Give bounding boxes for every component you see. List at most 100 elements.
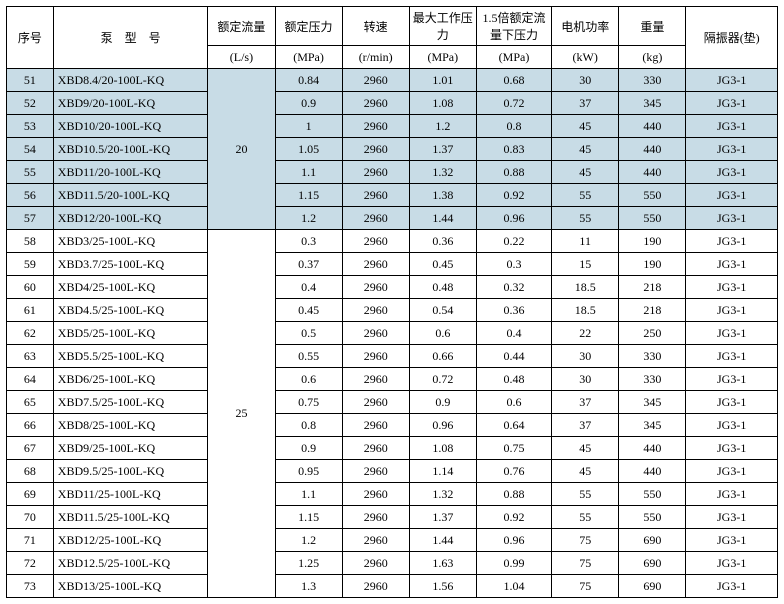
cell-mpa: 0.9: [275, 437, 342, 460]
cell-rpm: 2960: [342, 161, 409, 184]
cell-model: XBD10/20-100L-KQ: [53, 115, 208, 138]
cell-iso: JG3-1: [686, 414, 778, 437]
cell-mpa: 1.05: [275, 138, 342, 161]
cell-model: XBD12/20-100L-KQ: [53, 207, 208, 230]
cell-rpm: 2960: [342, 253, 409, 276]
cell-kg: 218: [619, 299, 686, 322]
cell-maxp: 1.44: [409, 207, 476, 230]
cell-p15: 0.68: [476, 69, 551, 92]
cell-kw: 37: [552, 414, 619, 437]
cell-mpa: 0.37: [275, 253, 342, 276]
cell-seq: 67: [7, 437, 54, 460]
cell-seq: 54: [7, 138, 54, 161]
unit-rpm: (r/min): [342, 46, 409, 69]
cell-rpm: 2960: [342, 92, 409, 115]
cell-p15: 0.92: [476, 506, 551, 529]
cell-rpm: 2960: [342, 391, 409, 414]
cell-p15: 0.32: [476, 276, 551, 299]
cell-seq: 64: [7, 368, 54, 391]
cell-mpa: 0.3: [275, 230, 342, 253]
cell-iso: JG3-1: [686, 138, 778, 161]
cell-kw: 45: [552, 161, 619, 184]
cell-rpm: 2960: [342, 230, 409, 253]
cell-seq: 51: [7, 69, 54, 92]
cell-iso: JG3-1: [686, 184, 778, 207]
cell-kg: 440: [619, 437, 686, 460]
table-row: 58XBD3/25-100L-KQ250.329600.360.2211190J…: [7, 230, 778, 253]
cell-kw: 75: [552, 575, 619, 598]
cell-kg: 550: [619, 506, 686, 529]
cell-kg: 345: [619, 92, 686, 115]
cell-maxp: 0.45: [409, 253, 476, 276]
table-row: 52XBD9/20-100L-KQ0.929601.080.7237345JG3…: [7, 92, 778, 115]
cell-seq: 73: [7, 575, 54, 598]
cell-seq: 63: [7, 345, 54, 368]
cell-kg: 550: [619, 184, 686, 207]
cell-kw: 75: [552, 529, 619, 552]
cell-seq: 56: [7, 184, 54, 207]
cell-model: XBD9/25-100L-KQ: [53, 437, 208, 460]
table-row: 60XBD4/25-100L-KQ0.429600.480.3218.5218J…: [7, 276, 778, 299]
unit-flow: (L/s): [208, 46, 275, 69]
cell-rpm: 2960: [342, 322, 409, 345]
cell-model: XBD7.5/25-100L-KQ: [53, 391, 208, 414]
table-row: 62XBD5/25-100L-KQ0.529600.60.422250JG3-1: [7, 322, 778, 345]
cell-mpa: 0.8: [275, 414, 342, 437]
cell-kw: 55: [552, 506, 619, 529]
cell-rpm: 2960: [342, 552, 409, 575]
cell-rpm: 2960: [342, 368, 409, 391]
cell-seq: 53: [7, 115, 54, 138]
cell-mpa: 0.95: [275, 460, 342, 483]
cell-model: XBD5.5/25-100L-KQ: [53, 345, 208, 368]
table-row: 72XBD12.5/25-100L-KQ1.2529601.630.997569…: [7, 552, 778, 575]
col-power: 电机功率: [552, 7, 619, 46]
table-row: 53XBD10/20-100L-KQ129601.20.845440JG3-1: [7, 115, 778, 138]
cell-rpm: 2960: [342, 483, 409, 506]
cell-iso: JG3-1: [686, 552, 778, 575]
col-isolator: 隔振器(垫): [686, 7, 778, 69]
cell-seq: 72: [7, 552, 54, 575]
cell-kg: 330: [619, 368, 686, 391]
cell-iso: JG3-1: [686, 69, 778, 92]
cell-p15: 0.3: [476, 253, 551, 276]
unit-p15: (MPa): [476, 46, 551, 69]
cell-model: XBD10.5/20-100L-KQ: [53, 138, 208, 161]
cell-flow: 25: [208, 230, 275, 598]
cell-maxp: 0.96: [409, 414, 476, 437]
cell-seq: 57: [7, 207, 54, 230]
cell-maxp: 1.44: [409, 529, 476, 552]
cell-kw: 45: [552, 437, 619, 460]
cell-mpa: 0.5: [275, 322, 342, 345]
cell-iso: JG3-1: [686, 115, 778, 138]
unit-weight: (kg): [619, 46, 686, 69]
cell-kw: 22: [552, 322, 619, 345]
cell-model: XBD12.5/25-100L-KQ: [53, 552, 208, 575]
cell-maxp: 1.32: [409, 483, 476, 506]
cell-kw: 45: [552, 115, 619, 138]
cell-iso: JG3-1: [686, 483, 778, 506]
table-row: 66XBD8/25-100L-KQ0.829600.960.6437345JG3…: [7, 414, 778, 437]
cell-mpa: 1.15: [275, 184, 342, 207]
cell-maxp: 0.72: [409, 368, 476, 391]
cell-rpm: 2960: [342, 529, 409, 552]
cell-iso: JG3-1: [686, 345, 778, 368]
unit-pressure: (MPa): [275, 46, 342, 69]
cell-p15: 0.76: [476, 460, 551, 483]
cell-rpm: 2960: [342, 345, 409, 368]
cell-p15: 0.64: [476, 414, 551, 437]
cell-rpm: 2960: [342, 276, 409, 299]
cell-kw: 75: [552, 552, 619, 575]
cell-seq: 71: [7, 529, 54, 552]
cell-maxp: 0.54: [409, 299, 476, 322]
table-row: 61XBD4.5/25-100L-KQ0.4529600.540.3618.52…: [7, 299, 778, 322]
cell-iso: JG3-1: [686, 276, 778, 299]
col-maxp: 最大工作压力: [409, 7, 476, 46]
cell-maxp: 0.6: [409, 322, 476, 345]
cell-rpm: 2960: [342, 575, 409, 598]
cell-maxp: 1.2: [409, 115, 476, 138]
cell-kg: 440: [619, 138, 686, 161]
cell-maxp: 1.38: [409, 184, 476, 207]
cell-iso: JG3-1: [686, 322, 778, 345]
col-model: 泵 型 号: [53, 7, 208, 69]
cell-kg: 218: [619, 276, 686, 299]
